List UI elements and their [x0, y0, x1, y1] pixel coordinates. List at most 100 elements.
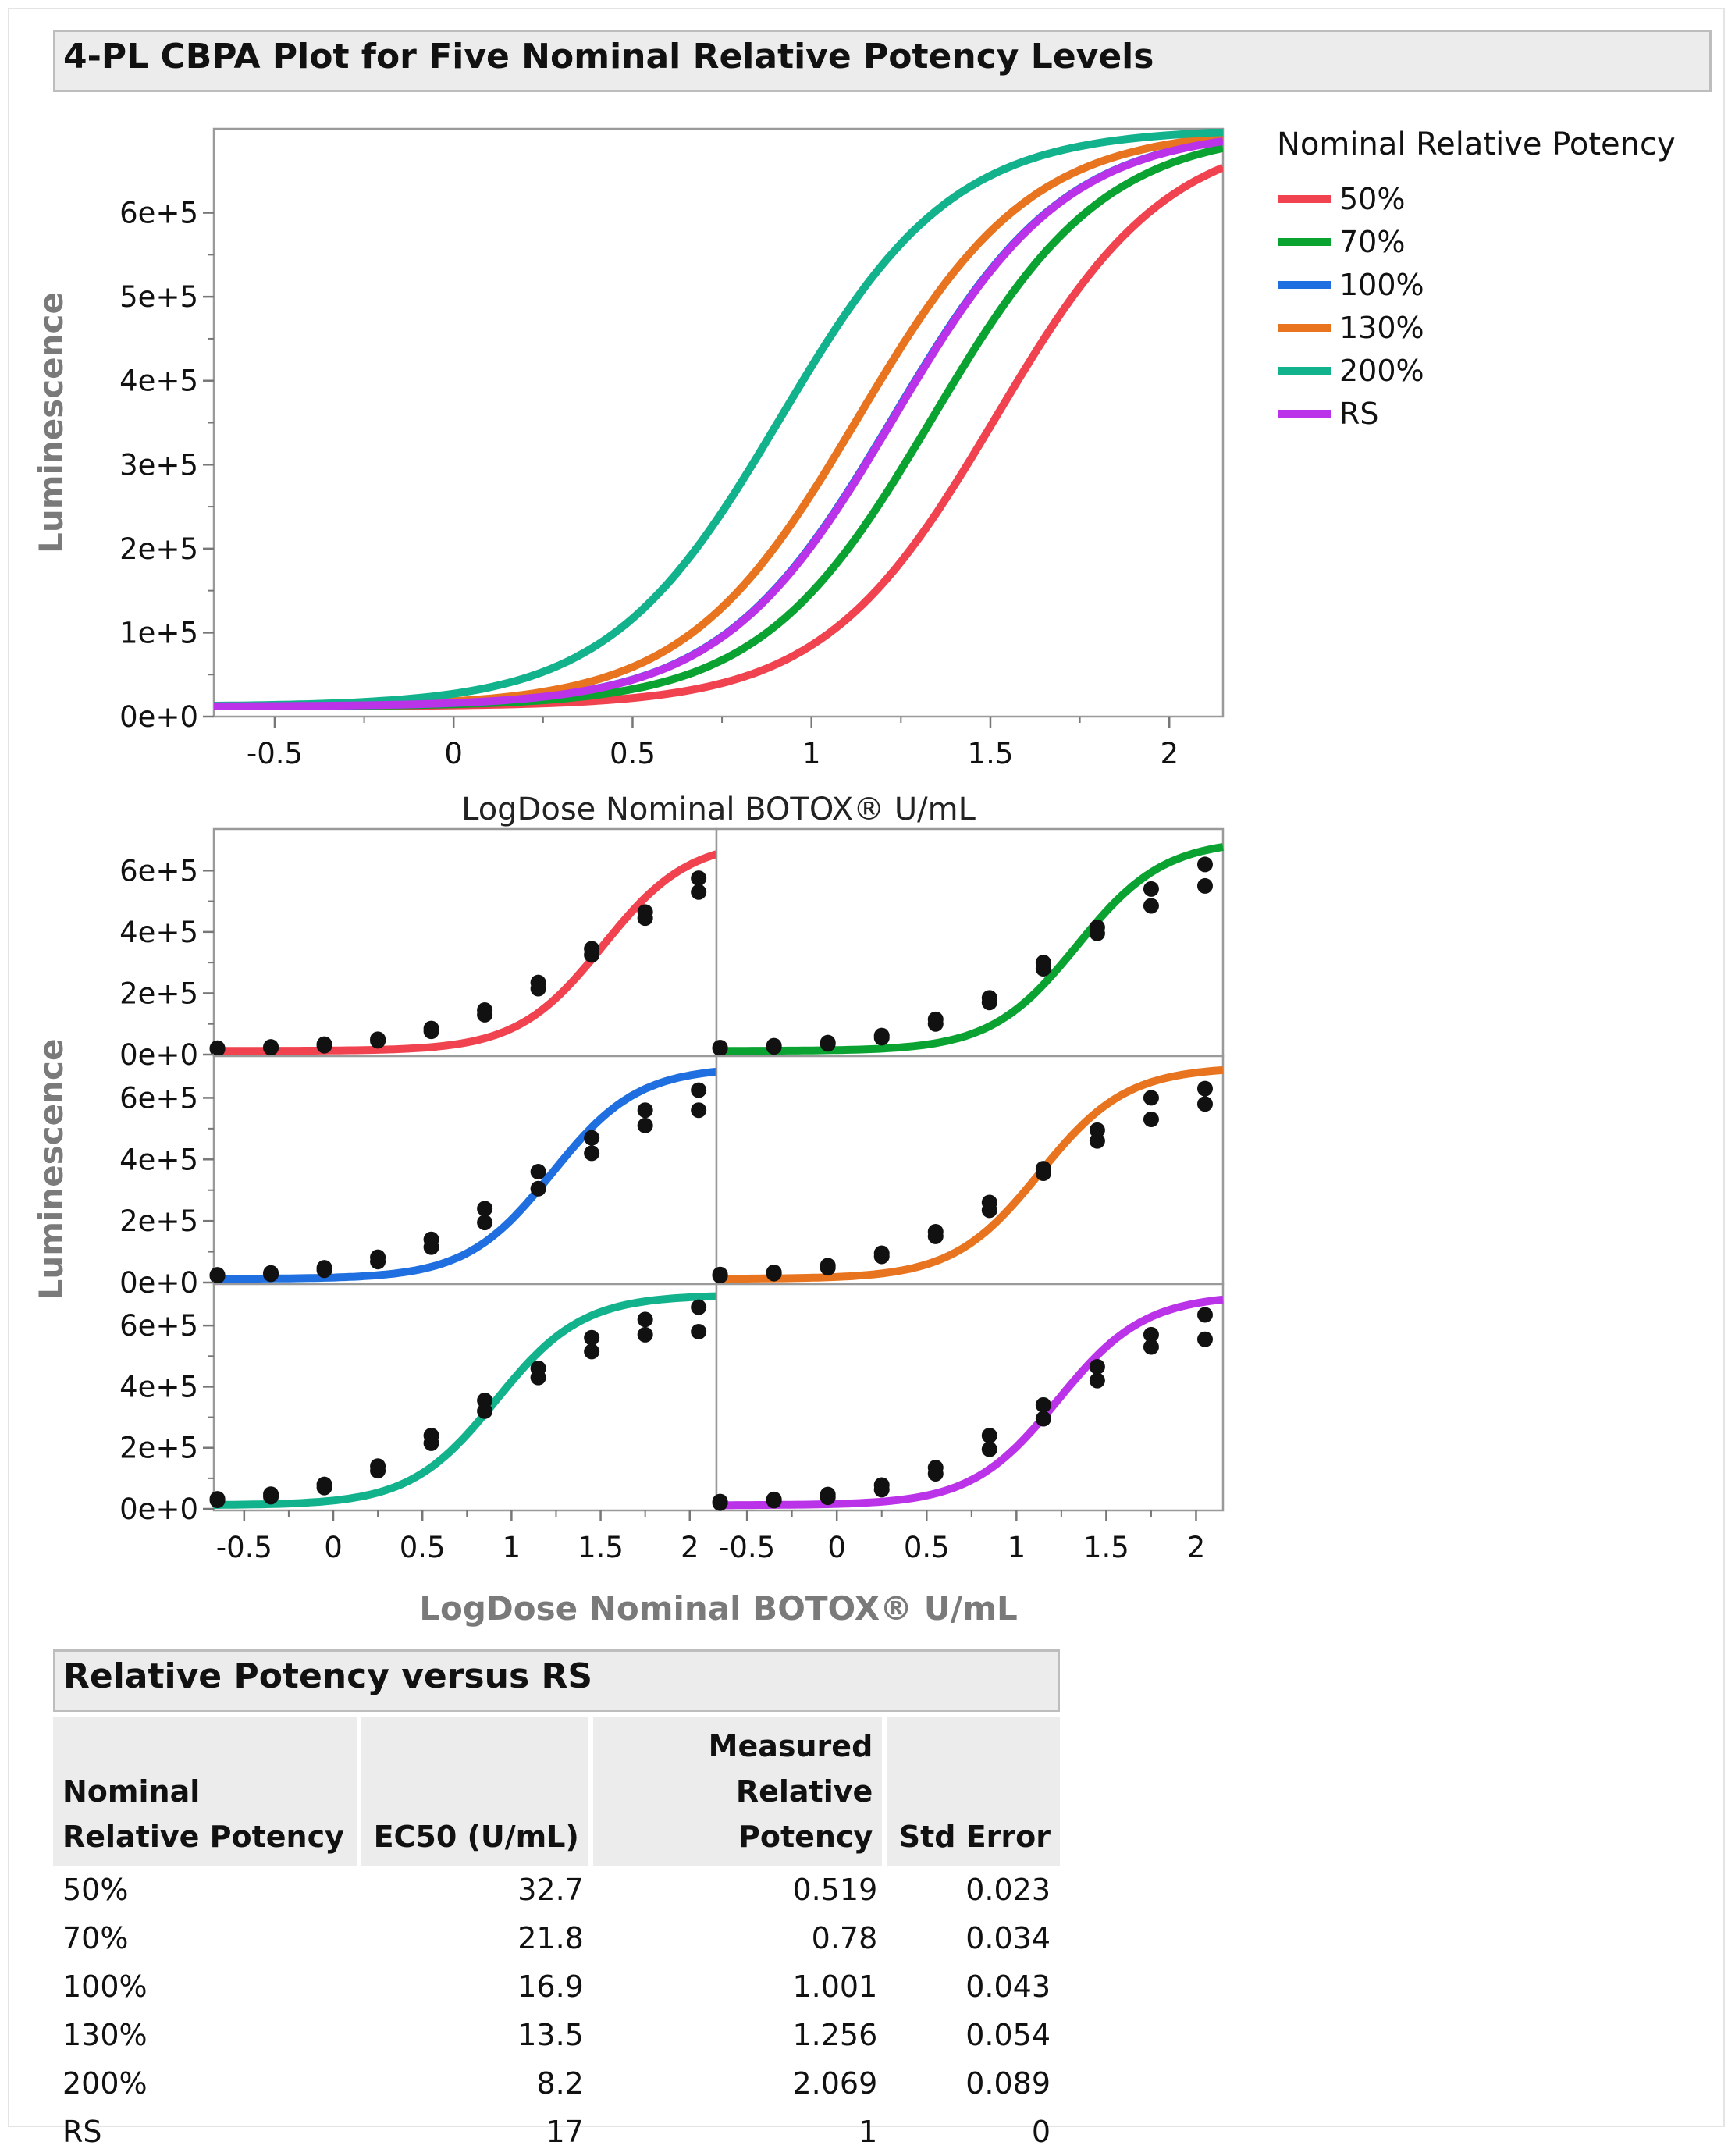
legend-label: 100% [1339, 268, 1424, 302]
y-tick-label: 0e+0 [119, 1266, 198, 1300]
x-tick-label: -0.5 [719, 1531, 775, 1564]
data-point [691, 1082, 707, 1098]
data-point [1196, 1096, 1213, 1112]
panel-RS: -0.5 0 0.5 1 1.5 2 [712, 1283, 1225, 1564]
data-point [423, 1231, 439, 1247]
y-tick-label: 6e+5 [119, 197, 198, 230]
panel-fit-curve [716, 843, 1224, 1055]
main-chart: 0e+0 1e+5 2e+5 3e+5 4e+5 5e+5 6e+5 -0.5 0 0.5 1 1.5… [32, 126, 1676, 827]
cell-std-error: 0.089 [965, 2066, 1051, 2101]
cell-std-error: 0 [1031, 2115, 1051, 2149]
data-point [981, 1441, 997, 1457]
y-tick-label: 6e+5 [119, 1309, 198, 1343]
x-tick-label: 0 [827, 1531, 846, 1564]
data-point [370, 1458, 386, 1475]
curve-200pct [214, 129, 1223, 710]
data-point [1143, 1326, 1159, 1343]
data-point [691, 870, 707, 887]
data-point [530, 1180, 546, 1197]
cell-std-error: 0.054 [965, 2018, 1051, 2052]
relative-potency-table: Nominal Relative Potency EC50 (U/mL) Mea… [53, 1717, 1060, 2156]
cell-std-error: 0.023 [965, 1873, 1051, 1907]
data-point [712, 1493, 728, 1510]
cell-nominal: 70% [62, 1921, 129, 1955]
x-tick-label: 1.5 [578, 1531, 624, 1564]
y-tick-label: 2e+5 [119, 977, 198, 1010]
data-point [691, 1102, 707, 1119]
data-point [981, 990, 997, 1006]
data-point [1196, 1080, 1213, 1097]
y-tick-label: 6e+5 [119, 1081, 198, 1115]
cell-measured: 1.001 [792, 1969, 878, 2004]
y-tick-label: 5e+5 [119, 280, 198, 314]
y-tick-label: 4e+5 [119, 916, 198, 949]
data-point [820, 1034, 836, 1051]
y-tick-label: 0e+0 [119, 1492, 198, 1526]
cell-nominal: 100% [62, 1969, 148, 2004]
legend-label: 50% [1339, 182, 1405, 216]
data-point [1089, 1133, 1105, 1149]
x-tick-label: 1 [802, 737, 821, 770]
cell-ec50: 13.5 [517, 2018, 584, 2052]
charts-canvas: 0e+0 1e+5 2e+5 3e+5 4e+5 5e+5 6e+5 -0.5 0 0.5 1 1.5… [32, 126, 1676, 1628]
data-point [1143, 898, 1159, 914]
panel-130pct [712, 1055, 1225, 1286]
panel-200pct: 0e+0 2e+5 4e+5 6e+5 -0.5 0 0.5 1 1.5 2 [119, 1283, 718, 1564]
data-point [1196, 1331, 1213, 1347]
panel-100pct: 0e+0 2e+5 4e+5 6e+5 [119, 1055, 718, 1300]
table-section-title: Relative Potency versus RS [53, 1649, 1060, 1712]
data-point [370, 1249, 386, 1265]
data-point [712, 1039, 728, 1055]
data-point [1035, 1411, 1051, 1427]
data-point [637, 1102, 653, 1119]
data-point [1196, 877, 1213, 894]
x-tick-label: 2 [681, 1531, 699, 1564]
header-ec50: EC50 (U/mL) [361, 1717, 593, 1866]
data-point [1143, 1339, 1159, 1355]
data-point [530, 1360, 546, 1376]
data-point [263, 1265, 279, 1281]
data-point [691, 1299, 707, 1315]
panel-y-axis-label: Luminescence [32, 1039, 70, 1300]
data-point [423, 1020, 439, 1037]
data-point [712, 1266, 728, 1283]
table-header-row: Nominal Relative Potency EC50 (U/mL) Mea… [53, 1717, 1060, 1866]
cell-measured: 0.78 [811, 1921, 878, 1955]
data-point [1089, 919, 1105, 935]
data-point [316, 1036, 332, 1052]
panel-70pct [712, 827, 1225, 1058]
legend-label: RS [1339, 397, 1379, 431]
cell-ec50: 17 [546, 2115, 584, 2149]
header-nominal-line1: Nominal [62, 1774, 201, 1809]
data-point [927, 1223, 944, 1240]
data-point [1035, 955, 1051, 971]
legend-label: 200% [1339, 354, 1424, 388]
data-point [584, 1145, 600, 1162]
panel-fit-curve [214, 1067, 717, 1283]
data-point [584, 1343, 600, 1360]
data-point [873, 1027, 890, 1044]
cell-nominal: 50% [62, 1873, 129, 1907]
data-point [423, 1428, 439, 1444]
data-point [1035, 1396, 1051, 1413]
panel-fit-curve [716, 1295, 1224, 1510]
header-measured-line1: Measured [708, 1729, 873, 1763]
data-point [530, 974, 546, 991]
data-point [981, 1194, 997, 1211]
cell-std-error: 0.034 [965, 1921, 1051, 1955]
data-point [1089, 1358, 1105, 1375]
cell-nominal: 130% [62, 2018, 148, 2052]
x-tick-label: 0.5 [904, 1531, 950, 1564]
table-row: 200% 8.2 2.069 0.089 [53, 2059, 1060, 2108]
y-tick-label: 4e+5 [119, 1370, 198, 1404]
legend-title: Nominal Relative Potency [1277, 126, 1676, 162]
cell-measured: 0.519 [792, 1873, 878, 1907]
x-tick-label: 2 [1160, 737, 1179, 770]
data-point [1089, 1122, 1105, 1138]
data-point [1035, 1161, 1051, 1177]
data-point [1089, 1372, 1105, 1389]
data-point [1196, 856, 1213, 873]
table-row: 50% 32.7 0.519 0.023 [53, 1866, 1060, 1914]
panel-grid: 0e+0 2e+5 4e+5 6e+5 0e+0 2e+5 4e+5 6e+5 0e+0 2e+5… [32, 827, 1225, 1628]
x-tick-label: -0.5 [247, 737, 303, 770]
